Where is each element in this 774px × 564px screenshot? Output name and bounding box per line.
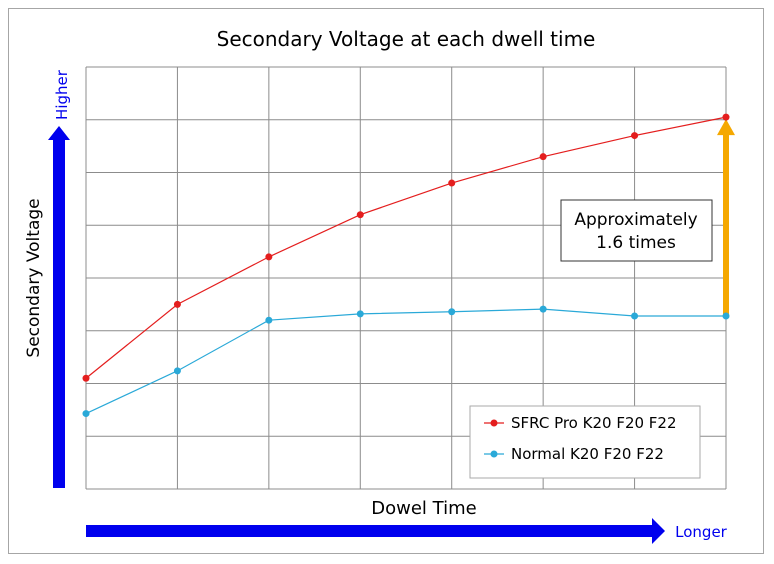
data-point: [265, 316, 273, 324]
series-line: [85, 116, 727, 379]
data-point: [539, 153, 547, 161]
legend-label: SFRC Pro K20 F20 F22: [511, 414, 677, 432]
data-point: [356, 211, 364, 219]
y-axis-label: Secondary Voltage: [24, 198, 44, 357]
annotation-box: [560, 199, 713, 262]
ratio-arrow-shaft: [723, 133, 729, 316]
annotation-line-2: 1.6 times: [596, 233, 676, 253]
annotation-line-1: Approximately: [574, 210, 697, 230]
x-axis-direction-label: Longer: [675, 523, 728, 541]
y-axis-arrow: [48, 126, 70, 488]
data-point: [173, 367, 181, 375]
data-point: [631, 312, 639, 320]
data-point: [448, 308, 456, 316]
x-axis-label: Dowel Time: [371, 498, 476, 519]
legend-box: [469, 405, 701, 479]
data-point: [722, 113, 730, 121]
data-point: [265, 253, 273, 261]
data-point: [631, 132, 639, 140]
ratio-annotation: Approximately 1.6 times: [560, 199, 713, 262]
legend-marker: [490, 419, 498, 427]
legend: SFRC Pro K20 F20 F22 Normal K20 F20 F22: [469, 405, 701, 479]
ratio-arrow: [717, 119, 735, 316]
data-point: [173, 300, 181, 308]
data-point: [82, 410, 90, 418]
data-point: [448, 179, 456, 187]
y-axis-direction-label: Higher: [53, 69, 71, 120]
chart-title: Secondary Voltage at each dwell time: [217, 27, 596, 51]
data-point: [82, 374, 90, 382]
data-point: [722, 312, 730, 320]
legend-marker: [490, 450, 498, 458]
data-point: [356, 310, 364, 318]
legend-label: Normal K20 F20 F22: [511, 445, 664, 463]
series-line: [85, 308, 726, 415]
data-point: [539, 305, 547, 313]
x-axis-arrow: [86, 518, 665, 544]
ratio-arrow-head: [717, 119, 735, 136]
series-layer: [82, 113, 730, 418]
